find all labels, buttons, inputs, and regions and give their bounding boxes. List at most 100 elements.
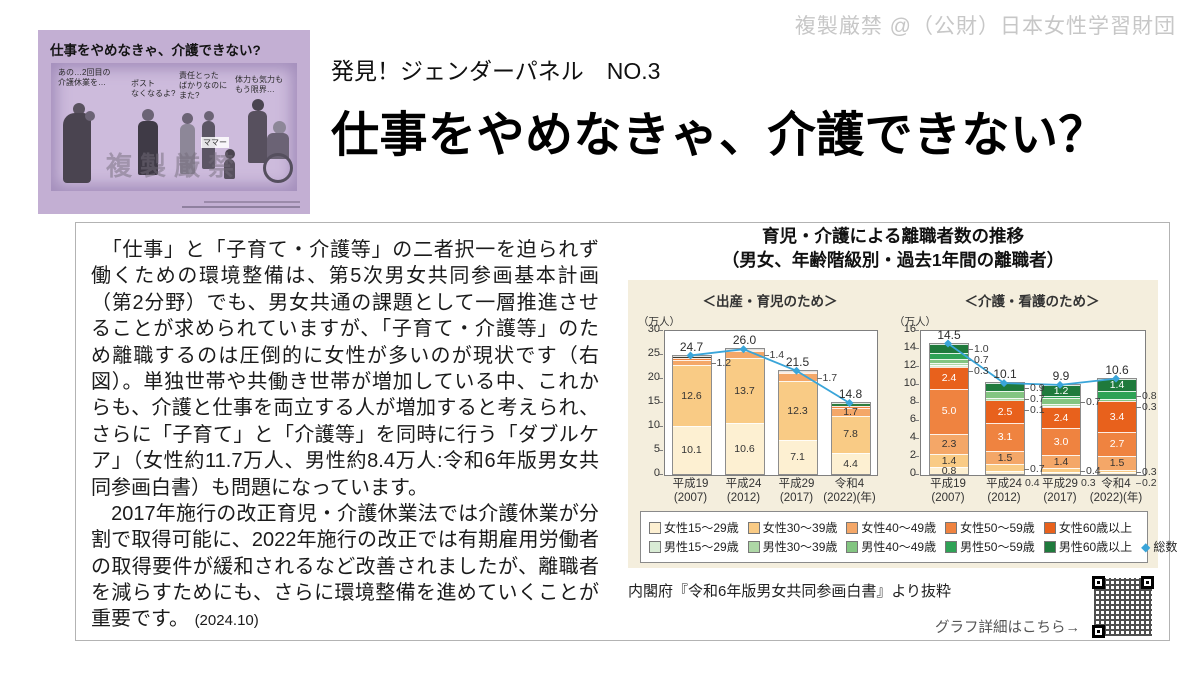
label-leader-line xyxy=(1080,470,1085,472)
bar-segment: 7.1 xyxy=(778,440,817,475)
legend-label: 女性60歳以上 xyxy=(1058,521,1133,536)
bar-segment: 13.7 xyxy=(725,357,764,424)
y-axis-tick-mark xyxy=(915,348,919,350)
bar-segment xyxy=(986,391,1024,398)
segment-value-label: 0.4 xyxy=(1086,464,1101,477)
credit-microtext xyxy=(204,201,300,203)
bar-segment xyxy=(930,352,968,360)
legend-swatch xyxy=(846,540,859,553)
legend-swatch xyxy=(747,521,760,534)
bar-segment: 3.0 xyxy=(1042,428,1080,456)
x-axis-category-label: 令和4 (2022)(年) xyxy=(1089,478,1143,505)
speech-bubble: 責任とった ばかりなのに また? xyxy=(179,71,228,100)
segment-value-label: 1.7 xyxy=(822,372,838,385)
bar-segment xyxy=(725,349,764,351)
person-figure-child xyxy=(223,149,237,181)
plot-area: 10.1 12.6 1.2 24.7 10.6 13.7 1.4 26.0 7.1 12.3 1.7… xyxy=(664,330,878,477)
person-figure-suit-man xyxy=(137,109,159,179)
segment-value-label: 0.3 xyxy=(1081,477,1096,490)
person-figure-caregiver xyxy=(247,99,269,165)
bar-segment xyxy=(930,343,968,353)
segment-value-label: 0.3 xyxy=(1142,401,1157,414)
segment-value-label: 0.3 xyxy=(1142,466,1157,479)
person-figure-office-woman xyxy=(179,113,197,177)
segment-value-label: 2.7 xyxy=(1109,438,1125,451)
y-axis-tick-mark xyxy=(659,330,663,332)
y-axis-tick-label: 30 xyxy=(647,323,660,336)
segment-value-label: 4.4 xyxy=(843,457,858,470)
axis-unit-label: （万人） xyxy=(894,316,936,329)
bar-segment: 1.4 xyxy=(1042,455,1080,468)
label-leader-line xyxy=(968,360,973,362)
label-leader-line xyxy=(1136,396,1141,398)
y-axis-tick-mark xyxy=(659,474,663,476)
bar-segment: 2.3 xyxy=(930,433,968,455)
legend-label: 女性50～59歳 xyxy=(960,521,1035,536)
bar-total-label: 21.5 xyxy=(785,355,810,370)
segment-value-label: 2.3 xyxy=(941,438,957,451)
bar-segment xyxy=(1098,391,1136,399)
segment-value-label: 0.7 xyxy=(1030,393,1045,406)
qr-finder-icon xyxy=(1141,576,1154,590)
label-leader-line xyxy=(1024,399,1029,401)
bar-segment: 5.0 xyxy=(930,388,968,434)
y-axis-tick-label: 4 xyxy=(909,431,916,444)
y-axis-tick-mark xyxy=(659,402,663,404)
y-axis-tick-mark xyxy=(659,354,663,356)
x-axis-category-label: 令和4 (2022)(年) xyxy=(823,478,876,505)
chart-panel: ＜出産・育児のため＞ （万人） 10.1 12.6 1.2 24.7 10.6 13.7 1.4… xyxy=(628,280,1177,569)
legend-label: 男性50～59歳 xyxy=(960,540,1035,555)
body-paragraph-1: 「仕事」と「子育て・介護等」の二者択一を迫られず働くための環境整備は、第5次男女… xyxy=(91,239,599,499)
legend-item: 女性50～59歳 xyxy=(945,519,1035,536)
source-caption: 内閣府『令和6年版男女共同参画白書』より抜粋 xyxy=(628,583,952,601)
segment-value-label: 1.7 xyxy=(843,405,858,418)
qr-finder-icon xyxy=(1092,576,1105,590)
label-leader-line xyxy=(1136,407,1141,409)
segment-value-label: 7.8 xyxy=(843,428,858,441)
y-axis-tick-mark xyxy=(915,402,919,404)
stacked-bar: 7.1 12.3 xyxy=(777,370,818,476)
segment-value-label: 2.4 xyxy=(941,371,957,384)
credit-microtext xyxy=(182,206,300,208)
x-axis-category-label: 平成29 (2017) xyxy=(1042,478,1078,505)
bar-segment xyxy=(986,397,1024,400)
y-axis-tick-label: 14 xyxy=(903,341,916,354)
label-leader-line xyxy=(710,363,716,365)
bar-segment: 12.3 xyxy=(778,381,817,441)
plot-area: 0.8 1.4 2.3 5.0 2.4 1.0 0.7 0.3 14.5 1.5 3.1 2.5 0.4… xyxy=(920,327,1157,489)
child-cry-label: ママー xyxy=(201,137,229,148)
legend-item: 女性30～39歳 xyxy=(747,519,837,536)
legend-item: 女性60歳以上 xyxy=(1043,519,1133,536)
legend-item: 女性40～49歳 xyxy=(846,519,936,536)
bar-segment xyxy=(1042,471,1080,475)
chart-subtitle: ＜介護・看護のため＞ xyxy=(964,294,1100,310)
series-kicker: 発見！ジェンダーパネル NO.3 xyxy=(331,58,661,84)
bar-total-label: 14.5 xyxy=(937,327,961,342)
segment-value-label: 2.4 xyxy=(1053,411,1069,424)
body-text: 「仕事」と「子育て・介護等」の二者択一を迫られず働くための環境整備は、第5次男女… xyxy=(91,237,599,633)
y-axis-tick-mark xyxy=(915,420,919,422)
segment-value-label: 0.2 xyxy=(1142,477,1157,490)
label-leader-line xyxy=(1024,468,1029,470)
segment-value-label: 1.4 xyxy=(1109,379,1125,392)
bar-segment xyxy=(930,362,968,366)
y-axis-tick-mark xyxy=(659,426,663,428)
illustration-watermark-stamp: 複製厳禁 xyxy=(105,151,243,181)
label-leader-line xyxy=(1136,472,1141,474)
figure-column: 育児・介護による離職者数の推移 （男女、年齢階級別・過去1年間の離職者） ＜出産… xyxy=(628,225,1177,660)
body-paragraph-2-text: 2017年施行の改正育児・介護休業法では介護休業が分割で取得可能に、2022年施… xyxy=(91,502,599,631)
page-title: 仕事をやめなきゃ、介護できない？ xyxy=(331,109,1108,162)
bar-segment: 10.1 xyxy=(672,425,711,475)
x-axis-category-label: 平成19 (2007) xyxy=(672,478,709,505)
label-leader-line xyxy=(1024,388,1029,390)
date-note: (2024.10) xyxy=(194,612,259,630)
segment-value-label: 3.4 xyxy=(1109,410,1125,423)
segment-value-label: 0.7 xyxy=(1086,395,1101,408)
figure-title-line1: 育児・介護による離職者数の推移 xyxy=(762,226,1024,246)
segment-value-label: 0.8 xyxy=(941,464,957,477)
bar-segment xyxy=(778,371,817,373)
bar-segment: 3.4 xyxy=(1098,401,1136,432)
bar-segment xyxy=(986,470,1024,475)
bar-total-label: 26.0 xyxy=(732,333,757,348)
bar-segment xyxy=(930,359,968,363)
